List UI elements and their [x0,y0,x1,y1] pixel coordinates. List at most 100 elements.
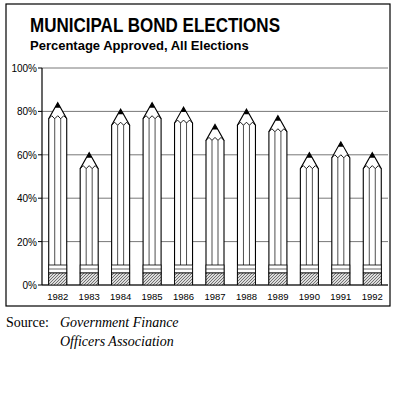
x-tick-label: 1990 [299,291,320,302]
x-tick-label: 1988 [236,291,257,302]
pencil-eraser [49,273,67,285]
pencil [269,116,287,285]
pencil-ferrule-line [143,269,161,270]
pencil-facet [306,169,307,265]
pencil-lead [181,107,187,112]
pencil-facet [86,169,87,265]
source-line: Officers Association [60,334,174,349]
bar [237,109,255,285]
pencil-facet [243,125,244,265]
y-tick-label: 0% [23,280,38,291]
pencil-edge [80,166,98,169]
pencil-edge [49,116,67,119]
pencil-edge [112,122,130,125]
pencil-lead [149,103,155,108]
x-tick-label: 1984 [110,291,131,302]
pencil [363,153,381,285]
pencil-ferrule-line [269,269,287,270]
pencil [237,109,255,285]
bar [300,153,318,285]
pencil-ferrule-line [237,269,255,270]
y-tick-label: 80% [17,106,37,117]
pencil-ferrule-line [332,269,350,270]
pencil-eraser [363,273,381,285]
pencil-ferrule [206,265,224,273]
pencil-edge [143,116,161,119]
pencil-facet [123,125,124,265]
x-tick-label: 1986 [173,291,194,302]
pencil-facet [369,169,370,265]
x-tick-label: 1992 [362,291,383,302]
bar [112,109,130,285]
grid-line [42,111,388,112]
pencil-facet [343,158,344,265]
grid-line [42,68,388,69]
pencil-lead [118,109,124,114]
pencil [80,153,98,285]
pencil-facet [375,169,376,265]
pencil-ferrule [363,265,381,273]
y-tick-label: 100% [11,63,37,74]
pencil-eraser [175,273,193,285]
pencil-edge [332,155,350,158]
pencil-ferrule-line [49,269,67,270]
bar [80,153,98,285]
pencil [332,142,350,285]
x-tick-label: 1985 [142,291,163,302]
pencil-facet [180,123,181,265]
pencil [49,103,67,285]
pencil-ferrule-line [80,269,98,270]
y-axis [41,68,42,285]
pencil-facet [280,132,281,265]
pencil-edge [237,122,255,125]
pencil [300,153,318,285]
pencil-ferrule [49,265,67,273]
pencil-ferrule [300,265,318,273]
pencil-ferrule [175,265,193,273]
pencil-ferrule [143,265,161,273]
pencil [112,109,130,285]
pencil [175,107,193,285]
pencil-eraser [237,273,255,285]
pencil-ferrule [332,265,350,273]
pencil-edge [175,120,193,123]
pencil-eraser [112,273,130,285]
bar [175,107,193,285]
pencil-facet [212,140,213,265]
pencil-facet [249,125,250,265]
pencil-eraser [80,273,98,285]
pencil [143,103,161,285]
pencil-edge [206,137,224,140]
pencil-facet [60,119,61,265]
bar [269,116,287,285]
y-tick-label: 40% [17,193,37,204]
pencil-edge [300,166,318,169]
pencil-facet [274,132,275,265]
pencil-facet [337,158,338,265]
bar [206,124,224,285]
pencil-ferrule-line [300,269,318,270]
pencil-facet [54,119,55,265]
x-tick-label: 1982 [47,291,68,302]
pencil-lead [55,103,61,108]
pencil-ferrule [237,265,255,273]
bar [143,103,161,285]
bar [332,142,350,285]
pencil-ferrule-line [175,269,193,270]
bar [49,103,67,285]
frame [6,4,390,306]
pencil-facet [218,140,219,265]
pencil-ferrule [112,265,130,273]
pencil-lead [244,109,250,114]
pencil-edge [363,166,381,169]
x-tick-label: 1991 [330,291,351,302]
bar [363,153,381,285]
pencil-facet [312,169,313,265]
title: MUNICIPAL BOND ELECTIONS [30,13,280,36]
pencil-edge [269,129,287,132]
x-tick-label: 1989 [267,291,288,302]
pencil-ferrule-line [363,269,381,270]
pencil-ferrule [269,265,287,273]
pencil-facet [149,119,150,265]
pencil-lead [86,153,92,158]
